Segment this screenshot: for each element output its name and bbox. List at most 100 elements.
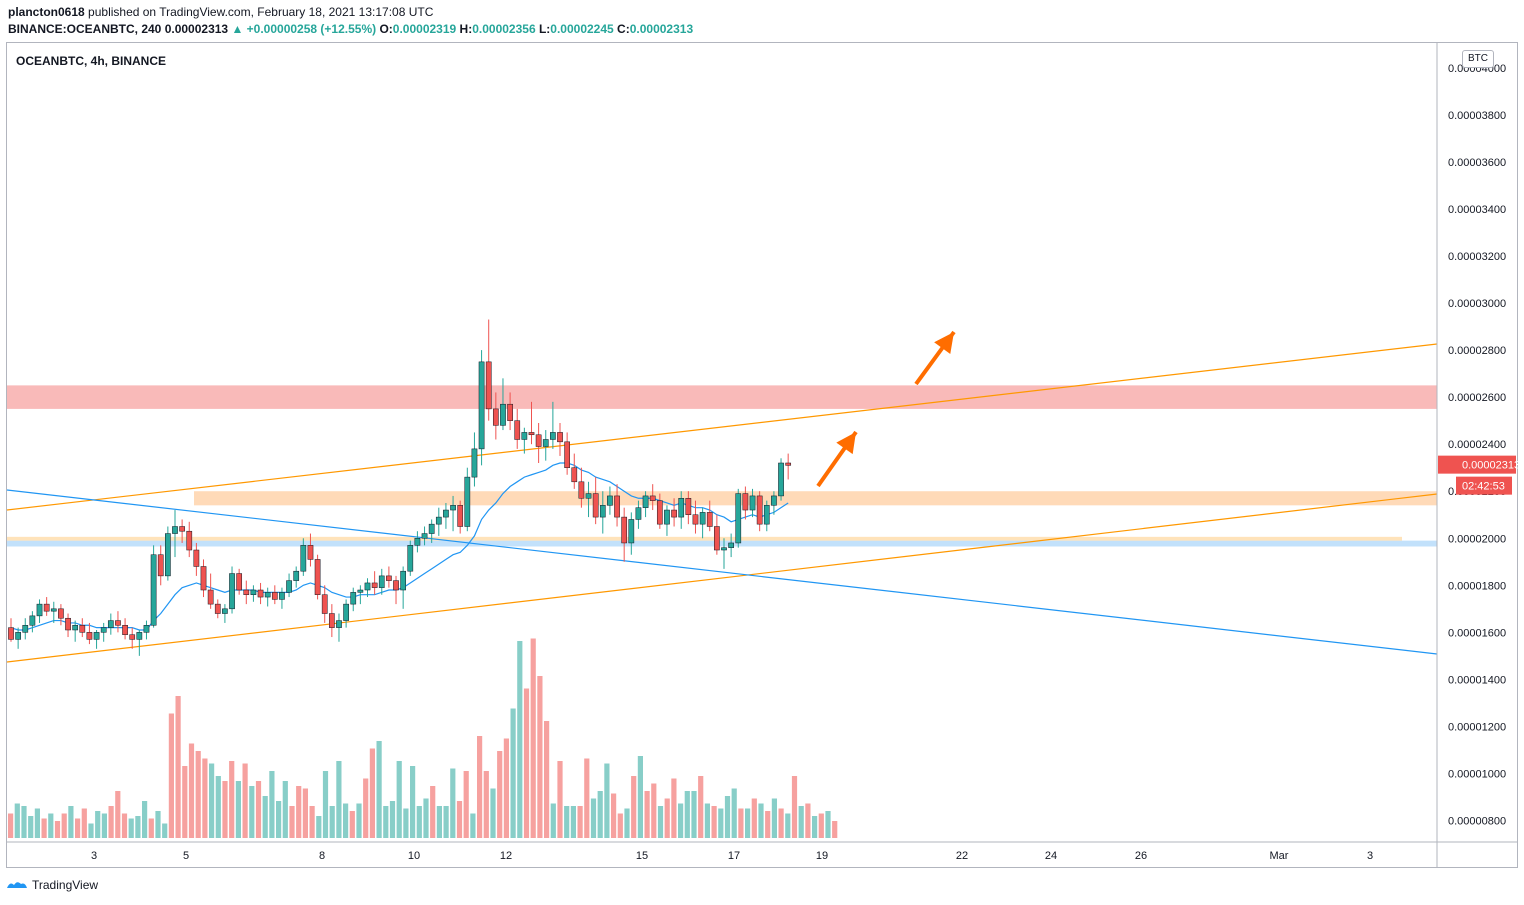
- volume-bar: [309, 806, 315, 838]
- volume-bar: [262, 796, 268, 838]
- volume-bar: [805, 803, 811, 838]
- chart-frame: [6, 42, 1518, 868]
- bounce-arrow-head: [836, 432, 856, 455]
- candle-body: [578, 481, 585, 499]
- volume-bar: [765, 811, 771, 838]
- close-label: C:: [617, 22, 630, 36]
- volume-bar: [128, 818, 134, 838]
- y-tick-label: 0.00001600: [1448, 627, 1506, 639]
- candle-body: [236, 573, 243, 591]
- y-tick-label: 0.00003800: [1448, 110, 1506, 122]
- symbol-full: BINANCE:OCEANBTC, 240: [8, 22, 162, 36]
- volume-bar: [34, 808, 40, 838]
- volume-bar: [376, 741, 382, 838]
- candle-body: [100, 627, 107, 633]
- y-tick-label: 0.00003200: [1448, 251, 1506, 263]
- candle-body: [635, 507, 642, 520]
- volume-bar: [8, 813, 14, 838]
- x-tick-label: 3: [1367, 850, 1373, 862]
- volume-bar: [21, 806, 27, 838]
- volume-bar: [564, 806, 570, 838]
- publish-info: plancton0618 published on TradingView.co…: [8, 5, 433, 19]
- volume-bar: [483, 771, 489, 838]
- volume-bar: [68, 806, 74, 838]
- candle-body: [728, 542, 734, 548]
- candle-body: [115, 620, 121, 626]
- volume-bar: [349, 811, 355, 838]
- y-tick-label: 0.00002600: [1448, 392, 1506, 404]
- candle-body: [649, 495, 656, 501]
- last-price-label: 0.00002313: [1462, 460, 1520, 472]
- volume-bar: [88, 823, 94, 838]
- candle-body: [514, 420, 521, 440]
- candle-body: [364, 582, 371, 591]
- volume-bar: [155, 811, 161, 838]
- volume-bar: [470, 813, 476, 838]
- candle-body: [264, 592, 271, 598]
- volume-bar: [269, 771, 275, 838]
- volume-bar: [517, 641, 523, 838]
- x-tick-label: 15: [636, 850, 648, 862]
- countdown-label: 02:42:53: [1462, 481, 1505, 493]
- chart-legend: OCEANBTC, 4h, BINANCE: [16, 54, 167, 68]
- candle-body: [742, 493, 749, 511]
- candle-body: [286, 580, 292, 593]
- candle-body: [435, 516, 442, 525]
- volume-bar: [785, 813, 791, 838]
- volume-bar: [369, 748, 375, 838]
- price-change: ▲ +0.00000258 (+12.55%): [231, 22, 377, 36]
- candle-body: [58, 608, 64, 619]
- candle-body: [86, 632, 93, 640]
- volume-bar: [188, 743, 195, 838]
- footer-brand[interactable]: TradingView: [6, 878, 98, 892]
- volume-bar: [798, 806, 804, 838]
- candle-body: [407, 545, 414, 572]
- candle-body: [492, 408, 499, 426]
- candle-body: [528, 432, 535, 436]
- volume-bar: [691, 791, 697, 838]
- x-tick-label: 17: [728, 850, 740, 862]
- tradingview-logo-icon: [7, 882, 27, 888]
- candle-body: [165, 533, 171, 577]
- volume-bar: [95, 811, 101, 838]
- footer-brand-label: TradingView: [32, 878, 99, 892]
- volume-bar: [108, 806, 114, 838]
- volume-bar: [215, 776, 221, 838]
- candle-body: [785, 462, 792, 466]
- x-tick-label: 8: [319, 850, 325, 862]
- volume-bar: [403, 808, 409, 838]
- candle-body: [656, 500, 663, 525]
- volume-bar: [229, 761, 235, 838]
- volume-bar: [550, 803, 556, 838]
- candle-body: [271, 592, 278, 600]
- volume-bar: [745, 808, 751, 838]
- currency-label[interactable]: BTC: [1462, 50, 1494, 68]
- candle-body: [457, 505, 464, 527]
- volume-bar: [48, 813, 54, 838]
- volume-bar: [544, 721, 550, 838]
- x-tick-label: 22: [956, 850, 968, 862]
- volume-bar: [202, 758, 208, 838]
- breakout-arrow-head: [934, 332, 954, 355]
- volume-bar: [235, 781, 241, 838]
- candle-body: [329, 613, 335, 628]
- candle-body: [685, 498, 692, 515]
- volume-bar: [389, 801, 396, 838]
- candle-body: [507, 403, 513, 421]
- candle-body: [428, 523, 435, 534]
- support-line-orange-zone: [7, 536, 1402, 541]
- candle-body: [15, 632, 21, 640]
- candle-body: [478, 361, 485, 450]
- publisher-name[interactable]: plancton0618: [8, 5, 85, 19]
- volume-bar: [456, 801, 463, 838]
- volume-bar: [577, 806, 583, 838]
- volume-bar: [590, 798, 597, 838]
- candle-body: [642, 495, 649, 508]
- volume-bar: [644, 791, 650, 838]
- volume-bar: [825, 811, 831, 838]
- candle-body: [771, 495, 777, 506]
- volume-bar: [142, 801, 148, 838]
- candle-body: [371, 582, 378, 588]
- support-zone: [194, 491, 1437, 506]
